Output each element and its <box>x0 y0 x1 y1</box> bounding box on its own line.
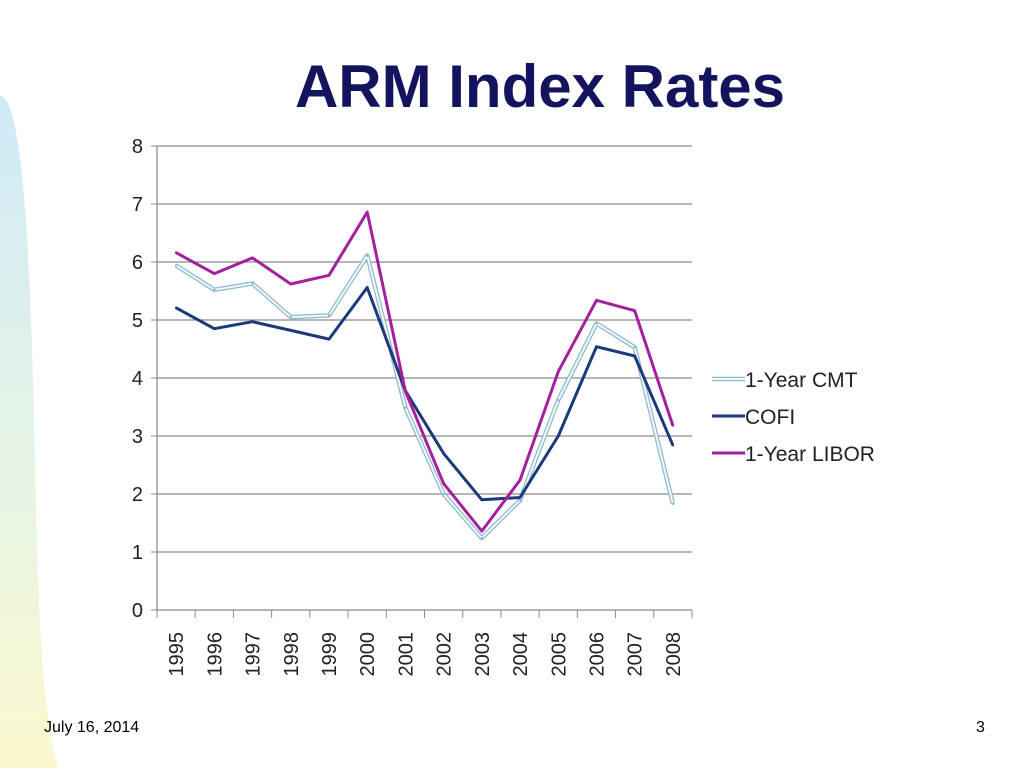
x-tick-label: 2006 <box>586 632 608 677</box>
data-point <box>633 309 636 312</box>
data-point <box>365 210 369 214</box>
data-point <box>289 282 292 286</box>
x-tick-label: 2003 <box>472 632 494 677</box>
x-tick-label: 2004 <box>510 632 532 677</box>
data-point <box>174 264 178 267</box>
y-tick-label: 1 <box>132 542 143 564</box>
x-tick-label: 1999 <box>319 632 341 677</box>
chart-legend: 1-Year CMT COFI 1-Year LIBOR <box>712 369 875 466</box>
y-tick-label: 4 <box>132 368 143 390</box>
data-point <box>327 337 331 341</box>
data-point <box>327 314 331 317</box>
data-point <box>595 322 598 325</box>
y-tick-label: 0 <box>132 600 143 622</box>
series-line-outline <box>174 253 676 541</box>
data-point <box>174 306 178 310</box>
data-point <box>365 286 369 289</box>
y-tick-label: 7 <box>132 194 143 216</box>
y-tick-label: 8 <box>132 136 143 158</box>
data-point <box>251 320 254 323</box>
y-tick-label: 2 <box>132 484 143 506</box>
footer-date: July 16, 2014 <box>44 719 140 736</box>
data-point <box>289 329 292 332</box>
data-point <box>213 327 216 330</box>
data-point <box>671 424 675 427</box>
data-point <box>404 406 407 409</box>
slide-title: ARM Index Rates <box>294 53 786 120</box>
data-point <box>518 499 522 502</box>
data-point <box>251 282 254 285</box>
page-number: 3 <box>976 719 985 736</box>
data-point <box>289 315 292 319</box>
data-point <box>480 498 484 501</box>
series-line <box>175 254 674 540</box>
data-point <box>557 370 560 373</box>
data-point <box>480 536 484 540</box>
data-point <box>557 398 560 402</box>
data-point <box>174 251 178 254</box>
decorative-gradient-bar <box>0 96 58 768</box>
data-point <box>442 482 445 485</box>
chart-axes: 0 1 2 3 4 5 6 7 8 1995 1996 1997 1998 1999 2000 2001 200… <box>132 136 693 677</box>
legend-label: COFI <box>745 406 795 429</box>
data-point <box>365 254 369 257</box>
data-point <box>595 299 598 302</box>
data-point <box>327 274 331 277</box>
data-point <box>442 452 445 455</box>
y-tick-label: 3 <box>132 426 143 448</box>
x-tick-label: 2002 <box>434 632 456 677</box>
data-point <box>404 390 407 393</box>
x-tick-label: 1997 <box>243 632 265 677</box>
data-point <box>518 478 522 482</box>
chart-gridlines <box>157 145 692 553</box>
data-point <box>518 496 522 499</box>
y-tick-label: 6 <box>132 252 143 274</box>
data-point <box>251 256 254 260</box>
y-tick-label: 5 <box>132 310 143 332</box>
x-tick-label: 2007 <box>625 632 647 677</box>
data-point <box>671 502 675 506</box>
legend-label: 1-Year LIBOR <box>745 443 875 466</box>
x-tick-label: 2008 <box>663 632 685 677</box>
series-line <box>175 286 675 502</box>
data-point <box>671 444 675 447</box>
data-point <box>633 346 636 349</box>
x-tick-label: 2001 <box>395 632 417 677</box>
x-tick-label: 1998 <box>281 632 303 677</box>
data-point <box>595 345 598 348</box>
data-point <box>213 288 216 292</box>
x-tick-label: 2005 <box>548 632 570 677</box>
data-point <box>213 272 216 275</box>
x-tick-label: 1996 <box>204 632 226 677</box>
x-tick-label: 2000 <box>357 632 379 677</box>
series-line <box>175 210 675 533</box>
data-point <box>633 354 636 358</box>
data-point <box>442 492 445 496</box>
chart-series <box>174 210 676 541</box>
data-point <box>557 434 560 438</box>
data-point <box>480 529 484 533</box>
legend-label: 1-Year CMT <box>745 369 858 392</box>
x-tick-label: 1995 <box>166 632 188 677</box>
